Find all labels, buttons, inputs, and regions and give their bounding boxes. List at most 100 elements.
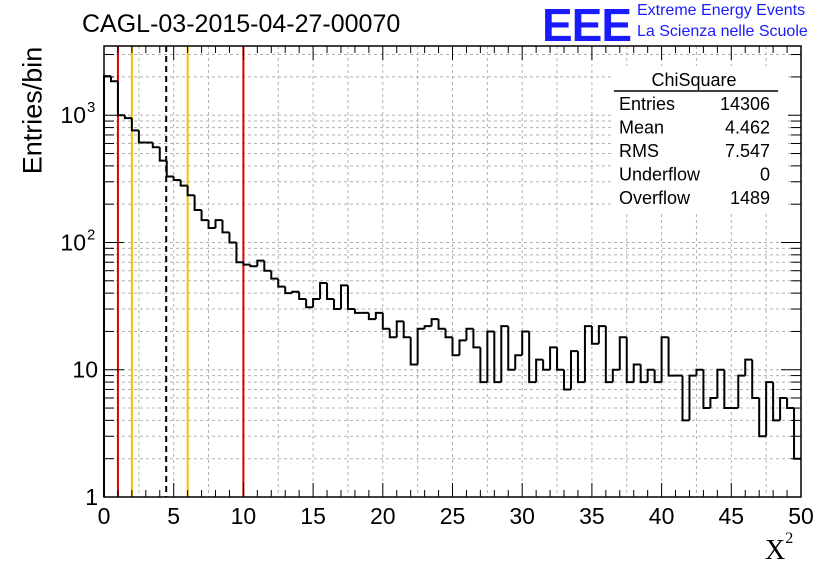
x-tick-label: 35 [579,503,605,529]
histogram-bin [437,319,446,330]
histogram-bin [430,318,439,327]
histogram-bin [479,347,488,384]
x-tick-label: 50 [788,503,814,529]
histogram-bin [528,331,537,384]
histogram-bin [563,369,571,391]
histogram-bin [625,337,634,384]
histogram-bin [333,298,341,311]
histogram-bin [458,339,467,356]
reference-lines [116,46,245,497]
histogram-bin [779,396,788,421]
stats-row-value: 4.462 [725,118,770,138]
stats-title: ChiSquare [651,70,736,90]
histogram-bin [632,363,641,383]
histogram-bin [521,330,530,356]
histogram-bin [388,328,397,339]
histogram-bin [151,142,160,149]
histogram-bin [221,220,230,234]
histogram-bin [158,147,167,162]
histogram-bin [549,346,558,370]
histogram-bin [103,75,111,497]
logo-tagline-1: Extreme Energy Events [637,2,806,19]
stats-row-label: Overflow [619,188,691,208]
grid-lines [104,46,801,497]
chart-title: CAGL-03-2015-04-27-00070 [82,10,401,38]
histogram-bin [116,81,125,117]
histogram-bin [242,262,251,266]
histogram-bin [249,264,258,268]
eee-logo: EEE [542,0,632,51]
y-tick-label: 10 [60,229,86,255]
histogram-bin [737,374,746,409]
histogram-bin [786,397,795,410]
histogram-bin [402,321,411,339]
histogram-bin [688,374,697,421]
y-axis-label: Entries/bin [17,46,48,175]
y-tick-label: 10 [60,102,86,128]
stats-row-value: 1489 [730,188,770,208]
histogram-bin [305,298,314,309]
histogram-bin [660,336,669,383]
histogram-bin [695,368,704,376]
histogram-bin [702,369,711,410]
histogram-bin [256,259,265,267]
histogram-bin [569,350,578,390]
histogram-bin [765,381,774,437]
stats-box: ChiSquare Entries 14306 Mean 4.462 RMS 7.547 Un… [612,66,788,214]
histogram-bin [228,232,237,244]
histogram-bin [235,242,244,264]
histogram-bin [326,283,335,300]
histogram-bin [423,325,432,329]
x-tick-label: 30 [509,503,535,529]
histogram-bin [186,185,195,197]
histogram-bin [597,325,606,344]
histogram-bin [207,220,216,229]
histogram-bin [723,369,732,410]
histogram-bin [284,286,293,295]
histogram-bin [451,337,460,357]
histogram-bin [590,326,599,345]
histogram-bin [319,282,328,299]
x-axis-label: X2 [765,530,793,567]
y-tick-label: 10 [72,357,98,383]
histogram-bin [535,358,544,383]
histogram-bin [277,278,286,288]
histogram-bin [172,176,181,181]
histogram-bin [374,311,383,320]
histogram-bin [604,326,613,384]
y-tick-label: 1 [85,484,98,510]
x-tick-label: 25 [440,503,466,529]
histogram-bin [681,375,690,422]
histogram-bin [472,328,481,349]
stats-row-value: 0 [760,165,770,185]
logo-tagline-2: La Scienza nelle Scuole [637,23,808,40]
histogram-bin [137,130,146,144]
histogram-bin [367,312,376,321]
histogram-bin [409,337,418,366]
histogram-bin [639,364,648,384]
x-tick-label: 45 [719,503,745,529]
stats-row-label: Mean [619,118,664,138]
histogram-bin [395,320,404,338]
histogram-bin [493,331,502,384]
histogram-bin [193,195,202,212]
histogram-bin [646,368,655,383]
histogram-bin [130,118,139,132]
stats-row-label: Underflow [619,165,701,185]
histogram-bin [214,219,223,228]
histogram-bin [653,369,662,384]
x-tick-label: 10 [231,503,257,529]
x-tick-label: 0 [98,503,111,529]
histogram-bin [346,285,355,311]
histogram-bin [583,325,592,383]
x-tick-label: 20 [370,503,396,529]
stats-row-label: RMS [619,141,659,161]
histogram-bin [263,260,272,272]
x-tick-label: 5 [167,503,180,529]
x-axis-label-base: X [765,535,786,566]
histogram-bin [339,284,348,310]
histogram-bin [179,179,188,187]
x-axis-label-sup: 2 [785,529,794,547]
